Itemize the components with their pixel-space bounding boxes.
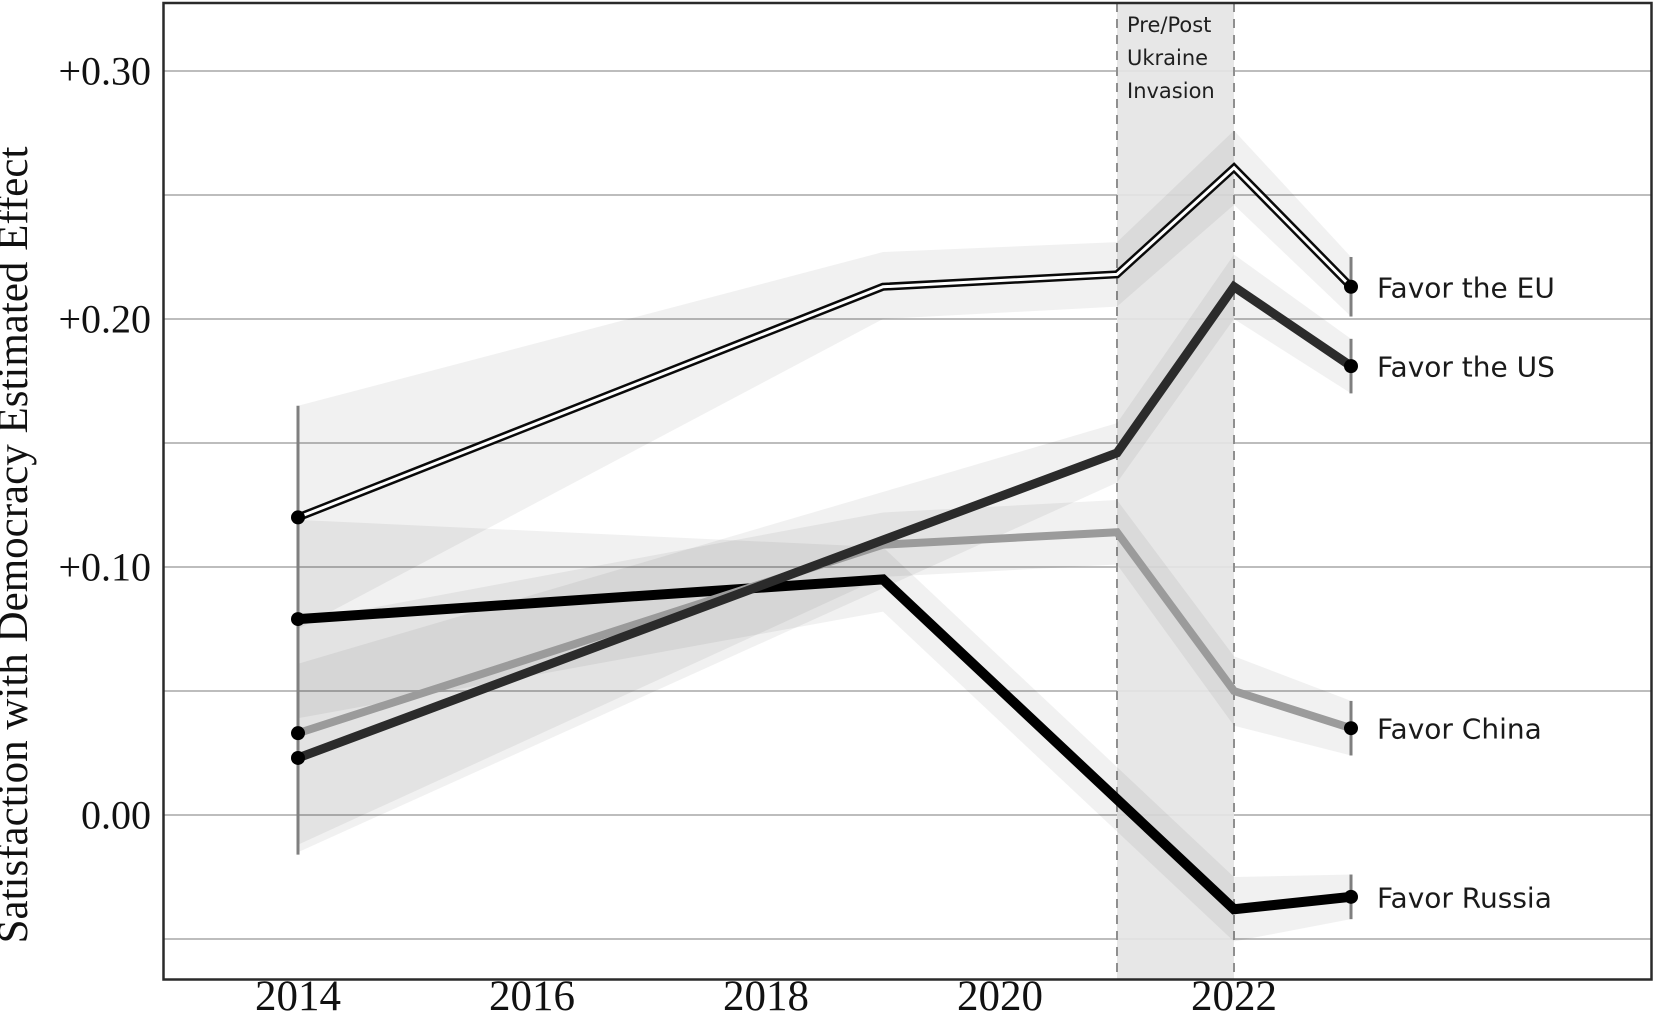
y-axis-title: Satisfaction with Democracy Estimated Ef… xyxy=(0,147,37,944)
series-line-core-eu xyxy=(297,165,1353,519)
series-label-russia: Favor Russia xyxy=(1377,881,1552,914)
series-label-eu: Favor the EU xyxy=(1377,271,1555,304)
series-line-china xyxy=(296,528,1353,737)
endpoint-dot-us xyxy=(291,750,305,765)
y-tick-label: +0.20 xyxy=(58,297,151,342)
ci-ribbon-eu xyxy=(298,130,1351,629)
series-line-us xyxy=(296,280,1354,763)
y-tick-label: 0.00 xyxy=(81,793,151,838)
ci-ribbon-us xyxy=(298,254,1351,853)
series-label-us: Favor the US xyxy=(1377,351,1555,384)
endpoint-dot-us xyxy=(1344,359,1358,374)
endpoint-dot-russia xyxy=(291,612,305,627)
plot-border xyxy=(162,1,1653,981)
series-line-russia xyxy=(297,574,1352,915)
y-tick-label: +0.30 xyxy=(58,49,151,94)
y-tick-label: +0.10 xyxy=(58,545,151,590)
series-label-china: Favor China xyxy=(1377,713,1542,746)
endpoint-dot-eu xyxy=(291,510,305,525)
event-band-annotation: Pre/Post Ukraine Invasion xyxy=(1127,13,1215,103)
endpoint-dot-eu xyxy=(1344,279,1358,294)
x-tick-label: 2020 xyxy=(957,973,1043,1020)
ci-ribbon-russia xyxy=(298,519,1351,942)
x-tick-label: 2016 xyxy=(489,973,575,1020)
ci-ribbon-china xyxy=(298,500,1351,845)
x-tick-label: 2014 xyxy=(255,973,341,1020)
x-tick-label: 2018 xyxy=(723,973,809,1020)
endpoint-dot-russia xyxy=(1344,889,1358,904)
x-tick-label: 2022 xyxy=(1191,973,1277,1020)
endpoint-dot-china xyxy=(291,726,305,741)
endpoint-dot-china xyxy=(1344,721,1358,736)
